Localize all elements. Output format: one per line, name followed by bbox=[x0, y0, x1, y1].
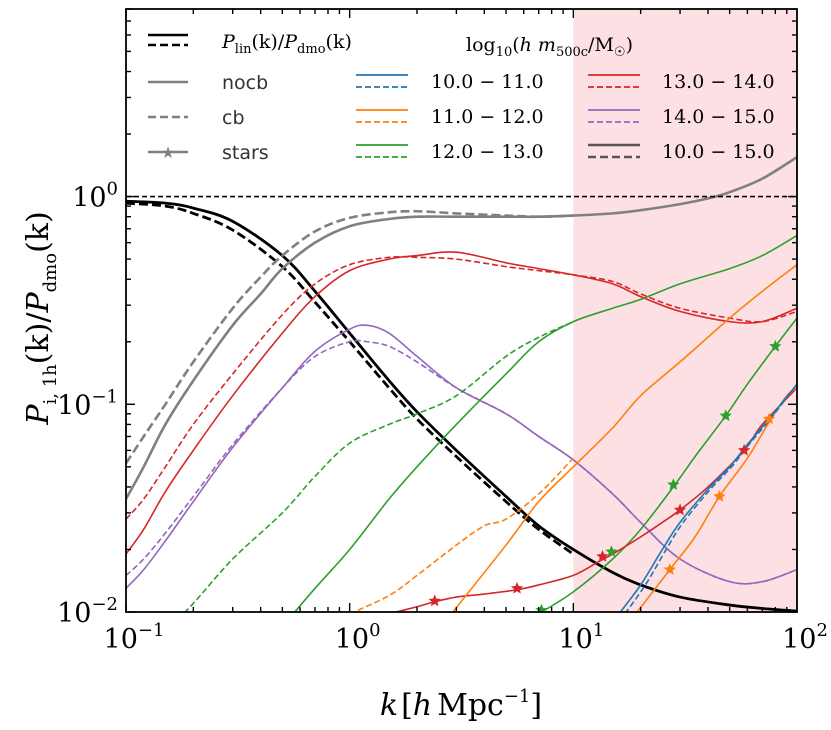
series-cb-11-0-12-0 bbox=[351, 457, 574, 612]
legend-label-bin-3: 12.0 − 13.0 bbox=[431, 141, 544, 163]
star-marker bbox=[667, 478, 680, 490]
series-nocb-12-0-13-0 bbox=[293, 234, 797, 612]
series-stars-10-0-11-0-cb bbox=[625, 383, 797, 612]
legend-label-cb: cb bbox=[222, 107, 245, 129]
star-marker bbox=[663, 563, 676, 575]
y-tick-label: 10−2 bbox=[57, 594, 118, 629]
series-cb-10-0-15-0 bbox=[126, 209, 574, 464]
star-marker bbox=[719, 409, 732, 422]
y-tick-label: 10−1 bbox=[57, 386, 118, 421]
legend-entry-stars: ★ stars bbox=[148, 142, 269, 164]
legend-mass-bin-4: 13.0 − 14.0 bbox=[588, 71, 775, 93]
legend: Plin(k)/Pdmo(k) nocb cb ★ stars log10(h … bbox=[148, 31, 775, 164]
legend-label-stars: stars bbox=[222, 142, 269, 164]
star-marker bbox=[713, 489, 726, 502]
x-tick-label: 100 bbox=[335, 620, 381, 655]
series-cb-12-0-13-0 bbox=[184, 320, 574, 612]
legend-label-lin: Plin(k)/Pdmo(k) bbox=[221, 31, 352, 57]
series-nocb-10-0-15-0 bbox=[126, 155, 797, 500]
legend-label-bin-6: 10.0 − 15.0 bbox=[662, 141, 775, 163]
legend-mass-title: log10(h m500c/M☉) bbox=[466, 34, 633, 60]
series-stars-10-0-11-0 bbox=[619, 383, 797, 612]
legend-label-bin-4: 13.0 − 14.0 bbox=[662, 71, 775, 93]
series-cb-14-0-15-0 bbox=[126, 339, 797, 585]
legend-star-icon: ★ bbox=[161, 143, 175, 162]
star-marker bbox=[769, 339, 782, 352]
y-axis-title: Pi, 1h(k)/Pdmo(k) bbox=[21, 211, 61, 425]
legend-mass-bin-1: 10.0 − 11.0 bbox=[356, 71, 544, 93]
legend-mass-bin-5: 14.0 − 15.0 bbox=[588, 106, 775, 128]
series-nocb-11-0-12-0 bbox=[451, 264, 797, 612]
legend-label-nocb: nocb bbox=[222, 72, 268, 94]
star-marker bbox=[605, 545, 618, 558]
star-marker bbox=[673, 503, 687, 516]
series-stars-12-0-13-0 bbox=[540, 317, 797, 612]
legend-entry-nocb: nocb bbox=[148, 72, 268, 94]
legend-label-bin-5: 14.0 − 15.0 bbox=[662, 106, 775, 128]
star-marker bbox=[762, 412, 776, 425]
plot-frame bbox=[125, 8, 798, 613]
star-marker bbox=[737, 443, 751, 456]
legend-entry-lin: Plin(k)/Pdmo(k) bbox=[148, 31, 352, 57]
legend-mass-bin-3: 12.0 − 13.0 bbox=[356, 141, 544, 163]
x-tick-label: 102 bbox=[782, 620, 828, 655]
x-axis-title: k [h Mpc−1] bbox=[380, 686, 542, 723]
star-marker bbox=[596, 550, 609, 562]
legend-entry-cb: cb bbox=[148, 107, 245, 129]
legend-label-bin-1: 10.0 − 11.0 bbox=[431, 71, 544, 93]
y-tick-label: 100 bbox=[72, 179, 118, 214]
series-layer bbox=[126, 155, 797, 612]
x-tick-label: 101 bbox=[558, 620, 604, 655]
series-p-lin-p-dmo bbox=[126, 199, 797, 612]
legend-label-bin-2: 11.0 − 12.0 bbox=[431, 106, 544, 128]
series-cb-13-0-14-0 bbox=[126, 255, 797, 520]
x-tick-label: 10−1 bbox=[104, 620, 165, 655]
star-marker bbox=[510, 581, 524, 594]
legend-mass-bin-6: 10.0 − 15.0 bbox=[588, 141, 775, 163]
series-nocb-13-0-14-0 bbox=[126, 251, 797, 555]
star-marker bbox=[428, 594, 441, 607]
legend-mass-bin-2: 11.0 − 12.0 bbox=[356, 106, 544, 128]
